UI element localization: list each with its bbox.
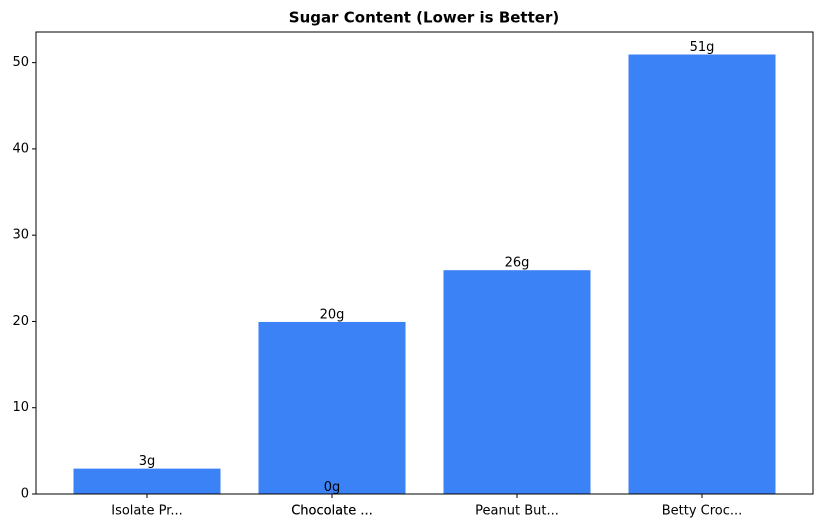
value-label: 26g bbox=[505, 256, 530, 271]
x-tick-label: Isolate Pr... bbox=[111, 504, 183, 519]
value-label: 51g bbox=[690, 40, 715, 55]
y-tick-label: 50 bbox=[12, 55, 29, 70]
x-tick-label: Peanut But... bbox=[475, 504, 559, 519]
bar bbox=[627, 53, 777, 495]
y-tick-label: 30 bbox=[12, 228, 29, 243]
value-label: 0g bbox=[324, 480, 341, 495]
bar bbox=[442, 269, 592, 495]
bar bbox=[257, 320, 407, 495]
value-label: 20g bbox=[320, 307, 345, 322]
x-tick-label: Betty Croc... bbox=[662, 504, 743, 519]
y-tick-label: 40 bbox=[12, 141, 29, 156]
x-tick-label: Chocolate ... bbox=[291, 504, 373, 519]
y-tick-label: 20 bbox=[12, 314, 29, 329]
plot-frame bbox=[35, 31, 814, 495]
chart-title: Sugar Content (Lower is Better) bbox=[289, 9, 559, 27]
value-label: 3g bbox=[139, 454, 156, 469]
x-tick-label: Chocolate ... bbox=[291, 504, 373, 519]
y-tick-label: 0 bbox=[21, 487, 29, 502]
bar bbox=[72, 467, 222, 495]
y-tick-label: 10 bbox=[12, 400, 29, 415]
